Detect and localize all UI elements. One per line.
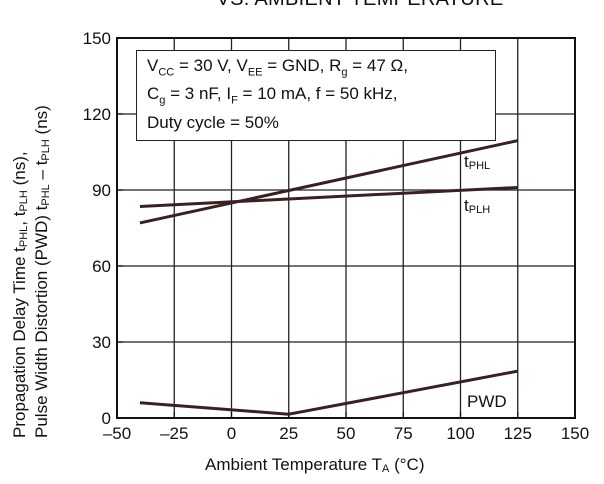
x-tick-label: 0 <box>227 424 236 443</box>
x-tick-label: –50 <box>103 424 131 443</box>
x-tick-label: 75 <box>394 424 413 443</box>
conditions-line-1: VCC = 30 V, VEE = GND, Rg = 47 Ω, <box>147 56 408 79</box>
series-label-tplh: tPLH <box>464 196 491 216</box>
y-tick-label: 0 <box>102 409 111 428</box>
series-label-pwd: PWD <box>464 392 510 412</box>
x-axis-label: Ambient Temperature TA (°C) <box>205 455 425 475</box>
x-tick-label: 150 <box>561 424 589 443</box>
series-line-pwd <box>139 369 519 416</box>
series-line-tphl <box>139 139 519 225</box>
conditions-line-3: Duty cycle = 50% <box>147 112 279 132</box>
x-tick-label: 50 <box>337 424 356 443</box>
x-tick-label: 125 <box>504 424 532 443</box>
x-tick-label: 100 <box>446 424 474 443</box>
y-tick-label: 30 <box>92 333 111 352</box>
y-tick-label: 150 <box>83 29 111 48</box>
y-tick-label: 60 <box>92 257 111 276</box>
y-tick-label: 90 <box>92 181 111 200</box>
y-axis-label-line-1: Propagation Delay Time tPHL, tPLH (ns), <box>10 151 30 438</box>
test-conditions-box: VCC = 30 V, VEE = GND, Rg = 47 Ω, Cg = 3… <box>136 50 496 141</box>
chart-title: VS. AMBIENT TEMPERATURE <box>150 0 570 11</box>
series-line-tplh <box>139 185 518 208</box>
conditions-line-2: Cg = 3 nF, IF = 10 mA, f = 50 kHz, <box>147 84 398 107</box>
y-tick-label: 120 <box>83 105 111 124</box>
series-label-tphl: tPHL <box>464 152 491 172</box>
y-axis-label-line-2: Pulse Width Distortion (PWD) tPHL – tPLH… <box>32 105 52 438</box>
x-tick-label: –25 <box>160 424 188 443</box>
x-tick-label: 25 <box>279 424 298 443</box>
